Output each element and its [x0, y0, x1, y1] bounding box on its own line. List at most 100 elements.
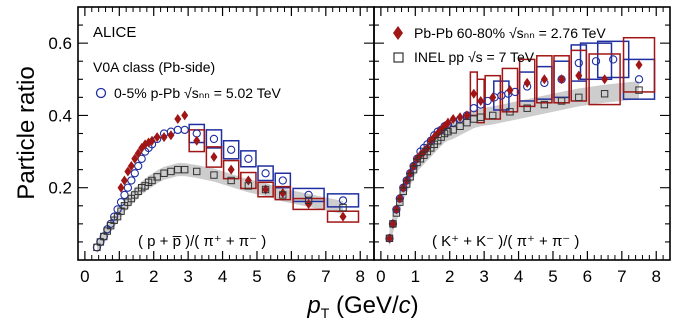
x-tick-label: 7 [321, 267, 330, 286]
ppb-point [134, 161, 143, 171]
x-tick-label: 3 [479, 267, 488, 286]
syst-box [518, 58, 536, 108]
pbpb-point [117, 182, 125, 193]
pp-point [210, 171, 218, 179]
left-panel-marker-layer [92, 110, 348, 252]
x-tick-label: 1 [411, 267, 420, 286]
syst-box [240, 171, 257, 190]
x-tick-label: 1 [115, 267, 124, 286]
pp-point [396, 198, 404, 206]
ppb-point [120, 190, 129, 200]
x-tick-label: 6 [287, 267, 296, 286]
proton-pion-ratio-label: ( p + p̅ )/( π⁺ + π⁻ ) [138, 233, 266, 250]
right-panel-marker-layer [385, 55, 644, 244]
pbpb-point [148, 135, 156, 146]
pbpb-point [540, 74, 548, 85]
x-tick-label: 2 [149, 267, 158, 286]
y-tick-label: 0.4 [48, 106, 72, 125]
legend-pbpb-label: Pb-Pb 60-80% √sₙₙ = 2.76 TeV [414, 25, 606, 41]
pbpb-point [153, 132, 161, 143]
x-tick-label: 4 [514, 267, 523, 286]
pbpb-point [120, 175, 128, 186]
pbpb-point [193, 135, 201, 146]
ppb-point [497, 91, 506, 100]
pbpb-point [601, 74, 609, 85]
pp-syst-band [96, 163, 344, 254]
pp-point [261, 185, 270, 194]
ticks-layer [77, 7, 671, 260]
pp-point [635, 86, 643, 94]
pbpb-point [131, 153, 139, 164]
pp-point [409, 165, 418, 174]
pbpb-point [449, 114, 457, 125]
x-tick-label: 0 [80, 267, 89, 286]
x-tick-label: 3 [183, 267, 192, 286]
pp-point [575, 93, 583, 102]
pbpb-point [489, 92, 497, 103]
pp-point [557, 97, 566, 105]
pbpb-point [174, 114, 182, 125]
x-tick-label: 8 [651, 267, 660, 286]
y-axis-title: Particle ratio [13, 66, 40, 199]
pp-point [385, 234, 394, 243]
syst-box [205, 146, 223, 168]
syst-box [274, 172, 292, 189]
pbpb-point [456, 112, 464, 123]
pbpb-point [262, 184, 270, 195]
pp-point [489, 111, 497, 120]
pbpb-point [575, 70, 583, 81]
pp-point [444, 127, 452, 136]
syst-box [536, 55, 553, 104]
left-panel-band-layer [96, 163, 344, 254]
x-axis-title: pT (GeV/c) [306, 292, 418, 321]
pp-point [193, 167, 201, 176]
ppb-point [173, 125, 182, 135]
pbpb-point [463, 110, 471, 121]
experiment-label: ALICE [93, 24, 136, 41]
ppb-point [609, 55, 618, 64]
ppb-point [227, 145, 236, 154]
ppb-point [209, 134, 219, 144]
pbpb-point [444, 117, 452, 128]
pp-point [339, 203, 347, 212]
ppb-point [469, 104, 478, 113]
legend-pbpb-marker [393, 26, 403, 40]
x-tick-label: 0 [376, 267, 385, 286]
pbpb-point [389, 218, 397, 229]
ppb-point [180, 125, 189, 135]
pp-point [402, 180, 411, 188]
pbpb-point [279, 188, 287, 199]
pbpb-point [506, 85, 514, 96]
tick-labels-layer: 0 1 2 3 4 5 6 7 8 0.2 0.4 0.6 0 1 2 3 4 5 6 7 8 [48, 34, 661, 286]
right-panel-frame [373, 6, 671, 261]
pp-point [600, 90, 609, 98]
kaon-pion-ratio-label: ( K⁺ + K⁻ )/( π⁺ + π⁻ ) [432, 233, 579, 250]
syst-box [579, 42, 613, 81]
x-tick-label: 8 [355, 267, 364, 286]
pbpb-point [181, 110, 189, 121]
pp-point [389, 220, 397, 228]
pbpb-point [477, 95, 485, 106]
pbpb-point [127, 161, 135, 172]
ppb-point [634, 75, 644, 84]
pbpb-point [523, 77, 531, 88]
legend-pp-entry: INEL pp √s = 7 TeV [393, 49, 535, 65]
syst-box [257, 165, 274, 182]
syst-box [274, 185, 292, 201]
syst-box [222, 159, 240, 180]
x-tick-label: 7 [617, 267, 626, 286]
x-tick-label: 5 [548, 267, 557, 286]
y-tick-label: 0.6 [48, 34, 72, 53]
legend-ppb-marker [95, 87, 107, 99]
left-panel-syst-layer [188, 123, 360, 223]
pp-point [392, 209, 401, 217]
right-panel-band-layer [389, 81, 640, 248]
syst-box [240, 150, 257, 168]
pp-point [279, 191, 287, 199]
ppb-point [278, 176, 287, 185]
pp-point [523, 104, 531, 112]
pbpb-point [385, 233, 393, 244]
x-tick-label: 4 [218, 267, 227, 286]
x-tick-label: 5 [252, 267, 261, 286]
